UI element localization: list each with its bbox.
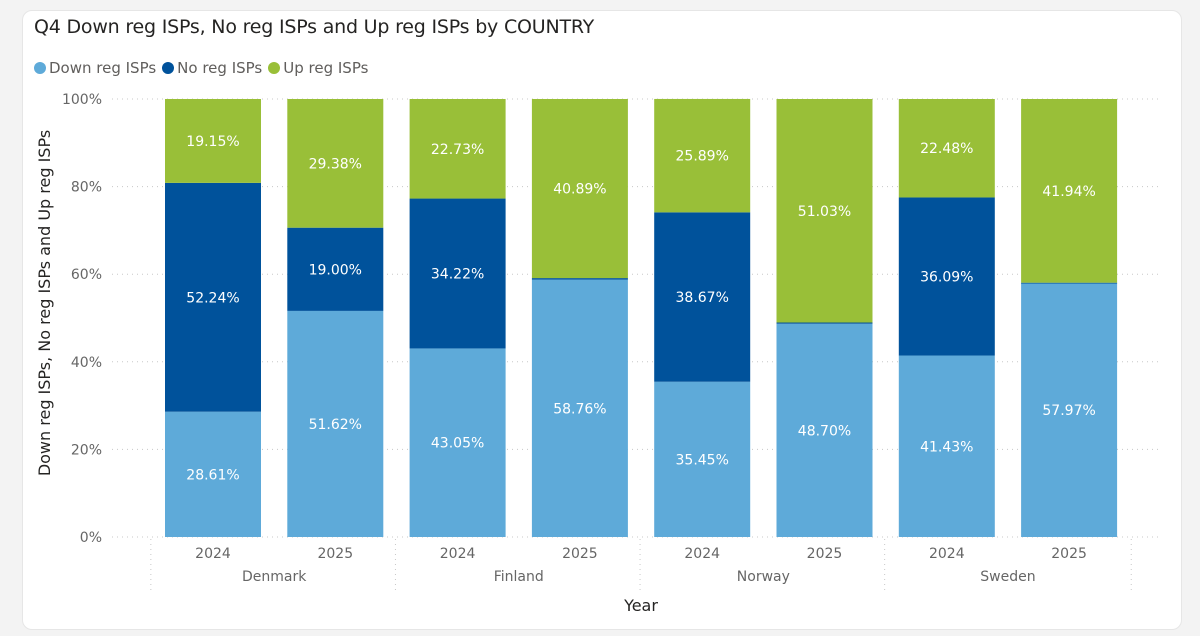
data-label: 41.43% [920,439,973,455]
bar-segment-up-reg-isps[interactable] [287,99,384,228]
data-label: 48.70% [798,423,851,439]
chart-title: Q4 Down reg ISPs, No reg ISPs and Up reg… [34,16,595,38]
data-label: 36.09% [920,269,973,285]
bar-segment-down-reg-isps[interactable] [165,411,261,537]
bar-segment-down-reg-isps[interactable] [409,348,506,537]
legend: Down reg ISPs No reg ISPs Up reg ISPs [34,59,374,77]
data-label: 34.22% [431,266,484,282]
data-label: 29.38% [309,156,362,172]
data-label: 41.94% [1042,184,1095,200]
bar-segment-up-reg-isps[interactable] [165,99,261,183]
data-label: 51.62% [309,417,362,433]
bar-segment-down-reg-isps[interactable] [654,381,751,537]
bar-segment-up-reg-isps[interactable] [654,98,751,213]
x-tick-label: 2025 [807,546,843,562]
bar-segment-no-reg-isps[interactable] [409,198,506,349]
bar-segment-up-reg-isps[interactable] [776,99,873,323]
data-label: 22.73% [431,142,484,158]
x-tick-label: 2025 [317,546,353,562]
y-tick-label: 80% [71,180,102,196]
legend-marker-no-reg-icon [162,62,175,74]
data-label: 19.15% [186,134,239,150]
x-axis: 2024 2025 Denmark 2024 2025 Finland 2024 2025 No… [150,539,1132,590]
legend-marker-up-reg-icon [268,62,281,74]
x-group-label: Denmark [242,569,307,585]
bar-segment-down-reg-isps[interactable] [776,323,873,537]
y-axis-title: Down reg ISPs, No reg ISPs and Up reg IS… [35,130,54,476]
x-group-label: Sweden [980,569,1035,585]
bar-segment-down-reg-isps[interactable] [287,310,384,537]
legend-item-down-reg[interactable]: Down reg ISPs [34,59,156,77]
x-tick-label: 2024 [684,546,720,562]
bar-segment-no-reg-isps[interactable] [287,227,384,311]
data-label: 51.03% [798,204,851,220]
x-tick-label: 2024 [929,546,965,562]
bar-segment-up-reg-isps[interactable] [1021,99,1118,283]
bar-segment-down-reg-isps[interactable] [898,355,995,537]
data-label: 57.97% [1042,403,1095,419]
y-tick-label: 20% [71,442,102,458]
bar-segment-no-reg-isps[interactable] [898,197,995,356]
legend-item-no-reg[interactable]: No reg ISPs [162,59,262,77]
y-tick-label: 60% [71,267,102,283]
bar-segment-no-reg-isps[interactable] [531,278,628,280]
legend-label: Up reg ISPs [283,59,369,77]
x-tick-label: 2025 [562,546,598,562]
bars: 28.61% 52.24% 19.15% 51.62% 19.00% 29.38% 43.0… [165,98,1118,537]
y-tick-label: 0% [80,530,102,546]
x-group-label: Norway [737,569,790,585]
x-tick-label: 2024 [440,546,476,562]
y-tick-label: 100% [62,92,102,108]
bar-segment-no-reg-isps[interactable] [165,182,261,412]
legend-label: Down reg ISPs [49,59,157,77]
legend-marker-down-reg-icon [34,62,46,74]
bar-segment-down-reg-isps[interactable] [1021,283,1118,537]
bar-segment-down-reg-isps[interactable] [531,279,628,537]
data-label: 19.00% [309,262,362,278]
legend-label: No reg ISPs [177,59,263,77]
x-axis-title: Year [623,596,658,615]
data-label: 22.48% [920,141,973,157]
data-label: 38.67% [676,290,729,306]
y-axis: 0% 20% 40% 60% 80% 100% [62,92,102,546]
x-group-label: Finland [494,569,544,585]
data-label: 43.05% [431,436,484,452]
data-label: 40.89% [553,182,606,198]
bar-segment-up-reg-isps[interactable] [531,99,628,279]
x-tick-label: 2025 [1051,546,1087,562]
data-label: 52.24% [186,290,239,306]
legend-item-up-reg[interactable]: Up reg ISPs [268,59,368,77]
bar-segment-no-reg-isps[interactable] [654,212,751,382]
x-tick-label: 2024 [195,546,231,562]
data-label: 25.89% [676,149,729,165]
y-tick-label: 40% [71,355,102,371]
bar-segment-up-reg-isps[interactable] [898,99,995,198]
bar-segment-up-reg-isps[interactable] [409,99,506,199]
bar-segment-no-reg-isps[interactable] [1021,282,1118,284]
gridlines [112,98,1160,538]
data-label: 35.45% [676,452,729,468]
data-label: 28.61% [186,467,239,483]
bar-segment-no-reg-isps[interactable] [776,322,873,324]
data-label: 58.76% [553,401,606,417]
